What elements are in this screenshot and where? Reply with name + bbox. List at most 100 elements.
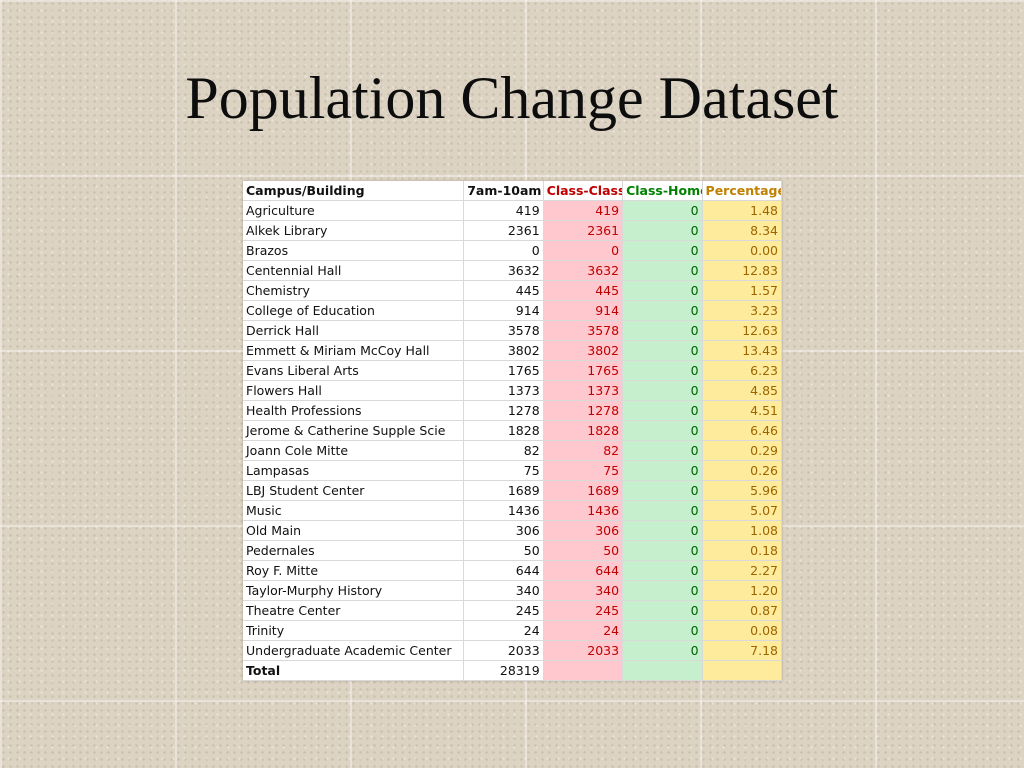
header-campus-building: Campus/Building [243, 181, 465, 201]
cell-class-home: 0 [622, 300, 703, 321]
cell-campus-building: Emmett & Miriam McCoy Hall [243, 340, 465, 361]
cell-percentage: 1.57 [702, 280, 783, 301]
table-row: Undergraduate Academic Center 2033 2033 0 7.… [243, 640, 783, 661]
cell-7am-10am: 306 [463, 520, 544, 541]
cell-class-class: 2361 [543, 220, 624, 241]
cell-7am-10am: 2361 [463, 220, 544, 241]
cell-class-class: 1278 [543, 400, 624, 421]
table-row: Joann Cole Mitte 82 82 0 0.29 [243, 440, 783, 461]
table-row: College of Education 914 914 0 3.23 [243, 300, 783, 321]
cell-class-class: 445 [543, 280, 624, 301]
cell-percentage: 8.34 [702, 220, 783, 241]
cell-7am-10am: 3578 [463, 320, 544, 341]
cell-campus-building: Undergraduate Academic Center [243, 640, 465, 661]
cell-7am-10am: 3802 [463, 340, 544, 361]
table-row: Music 1436 1436 0 5.07 [243, 500, 783, 521]
cell-percentage: 7.18 [702, 640, 783, 661]
cell-7am-10am: 1436 [463, 500, 544, 521]
cell-class-class: 0 [543, 240, 624, 261]
cell-class-class: 1689 [543, 480, 624, 501]
cell-campus-building: Music [243, 500, 465, 521]
cell-campus-building: College of Education [243, 300, 465, 321]
cell-class-class: 75 [543, 460, 624, 481]
cell-class-class: 50 [543, 540, 624, 561]
header-class-home: Class-Home [622, 181, 703, 201]
cell-7am-10am: 644 [463, 560, 544, 581]
population-table: Campus/Building 7am-10am Class-Class Cla… [243, 181, 783, 681]
cell-campus-building: Theatre Center [243, 600, 465, 621]
cell-class-home: 0 [622, 420, 703, 441]
cell-7am-10am: 24 [463, 620, 544, 641]
table-row: Centennial Hall 3632 3632 0 12.83 [243, 260, 783, 281]
total-cell-percentage [702, 660, 783, 681]
cell-campus-building: Evans Liberal Arts [243, 360, 465, 381]
cell-percentage: 6.23 [702, 360, 783, 381]
cell-class-class: 914 [543, 300, 624, 321]
cell-percentage: 0.08 [702, 620, 783, 641]
population-table-image: Campus/Building 7am-10am Class-Class Cla… [243, 181, 783, 681]
cell-percentage: 4.51 [702, 400, 783, 421]
cell-7am-10am: 245 [463, 600, 544, 621]
cell-percentage: 4.85 [702, 380, 783, 401]
cell-class-home: 0 [622, 620, 703, 641]
cell-class-class: 24 [543, 620, 624, 641]
cell-class-home: 0 [622, 580, 703, 601]
cell-campus-building: Brazos [243, 240, 465, 261]
header-7am-10am: 7am-10am [463, 181, 544, 201]
cell-campus-building: Pedernales [243, 540, 465, 561]
cell-percentage: 12.63 [702, 320, 783, 341]
cell-campus-building: Centennial Hall [243, 260, 465, 281]
cell-class-class: 306 [543, 520, 624, 541]
cell-campus-building: Jerome & Catherine Supple Scie [243, 420, 465, 441]
table-row: Evans Liberal Arts 1765 1765 0 6.23 [243, 360, 783, 381]
cell-class-home: 0 [622, 320, 703, 341]
cell-class-home: 0 [622, 500, 703, 521]
cell-class-class: 3632 [543, 260, 624, 281]
cell-percentage: 0.26 [702, 460, 783, 481]
cell-percentage: 6.46 [702, 420, 783, 441]
cell-class-home: 0 [622, 260, 703, 281]
cell-7am-10am: 1373 [463, 380, 544, 401]
cell-campus-building: Derrick Hall [243, 320, 465, 341]
cell-7am-10am: 445 [463, 280, 544, 301]
table-row: Old Main 306 306 0 1.08 [243, 520, 783, 541]
cell-campus-building: Chemistry [243, 280, 465, 301]
cell-campus-building: LBJ Student Center [243, 480, 465, 501]
table-row: Health Professions 1278 1278 0 4.51 [243, 400, 783, 421]
cell-7am-10am: 82 [463, 440, 544, 461]
cell-7am-10am: 914 [463, 300, 544, 321]
table-row: Flowers Hall 1373 1373 0 4.85 [243, 380, 783, 401]
cell-percentage: 0.87 [702, 600, 783, 621]
table-row: Chemistry 445 445 0 1.57 [243, 280, 783, 301]
cell-class-home: 0 [622, 460, 703, 481]
cell-class-class: 419 [543, 200, 624, 221]
cell-class-home: 0 [622, 560, 703, 581]
slide-title: Population Change Dataset [185, 65, 839, 131]
table-row: Roy F. Mitte 644 644 0 2.27 [243, 560, 783, 581]
cell-class-home: 0 [622, 520, 703, 541]
cell-7am-10am: 0 [463, 240, 544, 261]
cell-class-class: 340 [543, 580, 624, 601]
cell-class-class: 82 [543, 440, 624, 461]
table-row: Jerome & Catherine Supple Scie 1828 1828 0 6… [243, 420, 783, 441]
cell-percentage: 0.18 [702, 540, 783, 561]
cell-7am-10am: 3632 [463, 260, 544, 281]
table-row: Pedernales 50 50 0 0.18 [243, 540, 783, 561]
cell-campus-building: Roy F. Mitte [243, 560, 465, 581]
total-cell-class-class [543, 660, 624, 681]
cell-class-home: 0 [622, 220, 703, 241]
table-row: Alkek Library 2361 2361 0 8.34 [243, 220, 783, 241]
cell-percentage: 1.48 [702, 200, 783, 221]
table-row: Agriculture 419 419 0 1.48 [243, 200, 783, 221]
table-row: Taylor-Murphy History 340 340 0 1.20 [243, 580, 783, 601]
cell-class-home: 0 [622, 340, 703, 361]
cell-campus-building: Taylor-Murphy History [243, 580, 465, 601]
cell-class-home: 0 [622, 400, 703, 421]
cell-campus-building: Agriculture [243, 200, 465, 221]
cell-7am-10am: 75 [463, 460, 544, 481]
cell-7am-10am: 50 [463, 540, 544, 561]
cell-7am-10am: 1278 [463, 400, 544, 421]
table-row: Theatre Center 245 245 0 0.87 [243, 600, 783, 621]
cell-campus-building: Lampasas [243, 460, 465, 481]
cell-percentage: 1.20 [702, 580, 783, 601]
